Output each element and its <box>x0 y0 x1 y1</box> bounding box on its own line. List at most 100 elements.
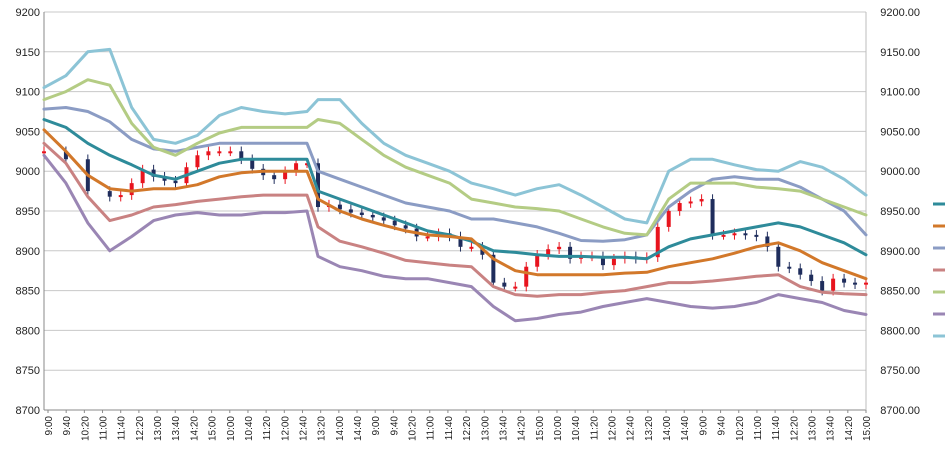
y-tick-left-3: 8850 <box>16 286 40 298</box>
price-bar-19 <box>283 171 288 180</box>
series-line-6 <box>42 47 868 225</box>
legend <box>933 202 945 338</box>
price-bar-71 <box>853 282 858 285</box>
x-tick-14: 12:40 <box>298 416 309 441</box>
price-bars <box>42 146 868 296</box>
x-tick-37: 9:40 <box>717 416 728 436</box>
price-bar-12 <box>206 151 211 156</box>
price-bar-64 <box>776 246 781 267</box>
price-bar-54 <box>666 211 671 227</box>
x-tick-33: 13:20 <box>644 416 655 441</box>
price-bar-32 <box>425 236 430 239</box>
price-bar-11 <box>195 155 200 168</box>
x-tick-20: 10:20 <box>408 416 419 441</box>
x-tick-19: 9:40 <box>389 416 400 436</box>
price-bar-25 <box>348 209 353 213</box>
x-tick-27: 15:00 <box>535 416 546 441</box>
price-bar-3 <box>107 191 112 197</box>
price-bar-67 <box>809 274 814 282</box>
price-bar-43 <box>546 249 551 255</box>
price-bar-21 <box>305 163 310 166</box>
gridlines <box>44 11 866 411</box>
price-bar-35 <box>458 236 463 247</box>
x-tick-18: 9:00 <box>371 416 382 436</box>
price-bar-45 <box>568 246 573 259</box>
price-bar-38 <box>491 254 496 283</box>
y-axis-right-ticks: 8700.00 8750.00 8800.00 8850.00 8900.00 8950.… <box>880 7 920 417</box>
y-tick-right-3: 8850.00 <box>880 286 920 298</box>
axes <box>43 12 867 411</box>
x-tick-23: 12:20 <box>462 416 473 441</box>
price-bar-70 <box>842 278 847 283</box>
price-bar-53 <box>655 226 660 258</box>
series-line-0 <box>42 118 868 261</box>
price-bar-63 <box>765 236 770 247</box>
price-bar-65 <box>787 266 792 269</box>
y-tick-left-8: 9100 <box>16 87 40 99</box>
y-tick-right-7: 9050.00 <box>880 126 920 138</box>
price-bar-72 <box>864 282 868 285</box>
x-tick-4: 11:40 <box>117 416 128 441</box>
price-bar-39 <box>502 282 507 287</box>
price-bar-26 <box>359 212 364 215</box>
price-bar-48 <box>600 256 605 266</box>
x-tick-2: 10:20 <box>80 416 91 441</box>
y-tick-right-4: 8900.00 <box>880 246 920 258</box>
price-bar-7 <box>151 169 156 177</box>
price-bar-58 <box>710 199 715 235</box>
price-bar-61 <box>743 233 748 236</box>
x-tick-26: 14:20 <box>517 416 528 441</box>
price-bar-1 <box>63 151 68 160</box>
x-tick-40: 11:40 <box>771 416 782 441</box>
x-tick-15: 13:20 <box>317 416 328 441</box>
price-bar-16 <box>250 159 255 169</box>
x-tick-43: 13:40 <box>826 416 837 441</box>
x-tick-31: 12:00 <box>608 416 619 441</box>
price-bar-55 <box>677 203 682 211</box>
y-tick-left-5: 8950 <box>16 206 40 218</box>
x-tick-9: 15:00 <box>208 416 219 441</box>
price-bar-22 <box>316 163 320 208</box>
price-bar-6 <box>140 169 145 184</box>
y-tick-right-1: 8750.00 <box>880 365 920 377</box>
price-bar-66 <box>798 268 803 275</box>
price-bar-9 <box>173 180 178 184</box>
price-bar-44 <box>557 246 562 250</box>
y-tick-left-4: 8900 <box>16 246 40 258</box>
price-bar-41 <box>524 266 529 287</box>
price-bar-20 <box>294 163 299 172</box>
price-bar-18 <box>272 175 277 180</box>
price-bar-5 <box>129 183 134 196</box>
series-line-5 <box>42 153 868 323</box>
price-bar-8 <box>162 176 167 181</box>
price-bar-24 <box>337 204 342 210</box>
x-tick-38: 10:20 <box>735 416 746 441</box>
x-tick-34: 14:00 <box>662 416 673 441</box>
y-tick-left-9: 9150 <box>16 47 40 59</box>
x-tick-39: 11:00 <box>753 416 764 441</box>
x-tick-0: 9:00 <box>44 416 55 436</box>
price-bar-68 <box>820 281 825 291</box>
x-tick-41: 12:20 <box>789 416 800 441</box>
series-line-3 <box>42 141 868 298</box>
price-bar-4 <box>118 195 123 198</box>
x-tick-11: 10:40 <box>244 416 255 441</box>
price-bar-42 <box>535 254 540 267</box>
x-tick-13: 12:00 <box>280 416 291 441</box>
x-tick-12: 11:20 <box>262 416 273 441</box>
y-tick-right-2: 8800.00 <box>880 325 920 337</box>
x-tick-28: 10:00 <box>553 416 564 441</box>
y-tick-left-2: 8800 <box>16 325 40 337</box>
x-tick-30: 11:20 <box>589 416 600 441</box>
x-tick-3: 11:00 <box>99 416 110 441</box>
price-bar-60 <box>732 233 737 236</box>
x-tick-8: 14:20 <box>189 416 200 441</box>
price-bar-0 <box>42 151 46 154</box>
y-tick-right-10: 9200.00 <box>880 7 920 19</box>
x-tick-7: 13:40 <box>171 416 182 441</box>
indicator-lines <box>42 47 868 323</box>
price-bar-69 <box>831 278 836 291</box>
y-tick-left-6: 9000 <box>16 166 40 178</box>
series-line-4 <box>42 78 868 237</box>
